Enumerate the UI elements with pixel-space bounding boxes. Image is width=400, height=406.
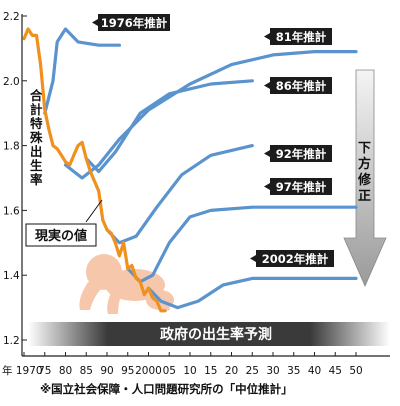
actual-label: 現実の値 <box>25 199 103 247</box>
projection-line <box>105 144 254 245</box>
actual-label-box <box>25 223 97 247</box>
actual-line-group <box>22 27 167 313</box>
x-tick-label: 30 <box>266 365 279 377</box>
series-label-box <box>270 178 332 195</box>
y-tick-label: 2.0 <box>3 76 20 88</box>
revision-label: 下方修正 <box>357 141 372 204</box>
x-tick-label: 40 <box>308 365 321 377</box>
series-label-box <box>270 28 332 45</box>
axes <box>21 14 390 357</box>
y-axis-label: 合計特殊出生率 <box>29 88 43 187</box>
series-label: 2002年推計 <box>262 252 329 266</box>
series-label: 86年推計 <box>276 79 327 93</box>
y-tick-label: 1.4 <box>3 270 20 282</box>
source-note: ※国立社会保障・人口問題研究所の「中位推計」 <box>40 382 293 396</box>
y-tick-label: 1.2 <box>3 335 20 347</box>
series-label: 1976年推計 <box>101 16 168 30</box>
x-tick-label: 25 <box>246 365 259 377</box>
x-tick-label: 80 <box>59 365 72 377</box>
projection-line <box>43 27 121 115</box>
projection-line <box>126 205 358 284</box>
x-tick-label: 35 <box>287 365 300 377</box>
x-tick-label: 85 <box>80 365 93 377</box>
x-tick-label: 15 <box>204 365 217 377</box>
projection-lines <box>43 27 358 310</box>
series-label-box <box>270 77 332 94</box>
series-labels: 1976年推計 81年推計 86年推計 92年推計 97年推計 2002年推計 <box>92 14 334 267</box>
series-label: 97年推計 <box>276 180 327 194</box>
actual-pointer <box>85 199 103 223</box>
y-tick-label: 2.2 <box>3 11 20 23</box>
series-label-pointer <box>264 183 270 190</box>
x-tick-label: 10 <box>183 365 196 377</box>
projection-line <box>146 276 358 310</box>
x-tick-label: 95 <box>121 365 134 377</box>
series-label-pointer <box>250 255 256 262</box>
series-label-pointer <box>264 82 270 89</box>
actual-label-text: 現実の値 <box>35 228 87 244</box>
x-tick-label: 50 <box>349 365 362 377</box>
projection-line <box>84 79 254 174</box>
series-label-pointer <box>264 150 270 157</box>
series-label-box <box>270 145 332 162</box>
y-tick-label: 1.6 <box>3 205 20 217</box>
x-tick-label: 20 <box>225 365 238 377</box>
x-tick-label: 45 <box>329 365 342 377</box>
banner-text: 政府の出生率予測 <box>160 326 272 343</box>
series-label-pointer <box>264 33 270 40</box>
actual-line <box>22 27 167 313</box>
series-label-box <box>256 250 334 267</box>
revision-arrow: 下方修正 <box>343 69 387 287</box>
projection-banner: 政府の出生率予測 <box>28 322 390 346</box>
y-tick-label: 1.8 <box>3 141 20 153</box>
series-label: 92年推計 <box>276 147 327 161</box>
series-label-pointer <box>92 19 98 26</box>
x-tick-label: 90 <box>100 365 113 377</box>
x-tick-label: 75 <box>38 365 51 377</box>
series-label: 81年推計 <box>276 30 327 44</box>
x-tick-label: 2000 <box>135 365 162 377</box>
down-arrow-icon <box>343 69 387 287</box>
y-tick-group: 2.2 2.0 1.8 1.6 1.4 1.2 <box>3 11 27 347</box>
x-tick-label: 年 1970 <box>2 364 43 377</box>
series-label-box <box>98 14 170 31</box>
x-tick-label: 05 <box>163 365 176 377</box>
